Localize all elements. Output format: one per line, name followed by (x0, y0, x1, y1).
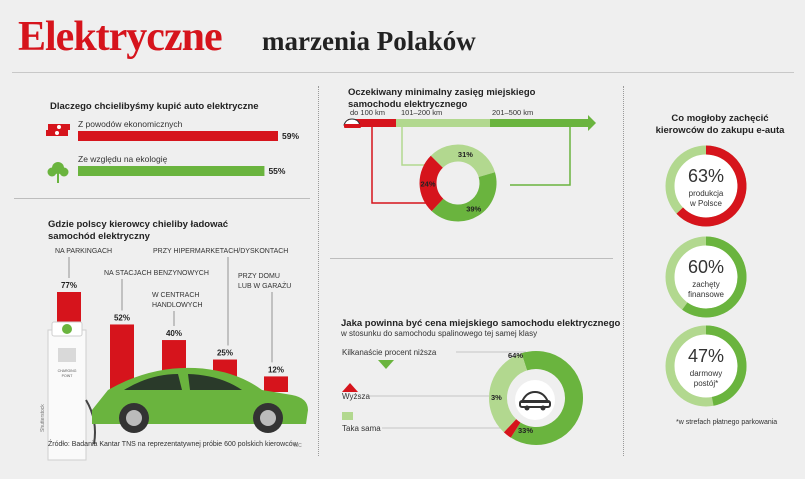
incentive-ring-fill (676, 145, 747, 227)
incentive-label: postój* (694, 379, 718, 388)
incentive-label: finansowe (688, 290, 725, 299)
range-donut-slice (431, 172, 497, 222)
header-divider (12, 72, 794, 73)
price-donut-value: 33% (518, 426, 533, 435)
charging-value: 77% (61, 281, 77, 290)
charging-chart: 77% NA PARKINGACH 52% NA STACJACH BENZYNOWY… (40, 248, 308, 461)
incentive-value: 60% (688, 257, 724, 277)
column-divider-left (318, 86, 319, 456)
range-connector (371, 127, 430, 204)
price-donut-slice (489, 353, 528, 433)
charging-value: 52% (114, 313, 130, 322)
range-donut-slice (430, 144, 495, 178)
station-text-1: CHARGING (58, 369, 77, 373)
charging-label: PRZY HIPERMARKETACH/DYSKONTACH (153, 248, 288, 255)
price-category-label: Taka sama (342, 424, 381, 433)
money-icon (46, 124, 70, 136)
price-donut-value: 3% (491, 393, 502, 402)
price-subheading: w stosunku do samochodu spalinowego tej … (341, 329, 538, 338)
charging-label: LUB W GARAŻU (238, 281, 291, 290)
e-car-icon (515, 380, 555, 420)
page-title: Elektryczne (18, 14, 223, 60)
range-donut-slice (419, 155, 444, 212)
charging-value: 12% (268, 365, 284, 374)
page-subtitle: marzenia Polaków (262, 26, 476, 56)
price-heading: Jaka powinna być cena miejskiego samocho… (341, 318, 621, 329)
car-illustration (92, 367, 308, 433)
range-connector (401, 127, 430, 166)
reason-label: Z powodów ekonomicznych (78, 119, 183, 129)
incentive-ring-fill (682, 236, 747, 318)
reasons-chart: Z powodów ekonomicznych 59% Ze względu na … (46, 119, 299, 183)
charging-label: W CENTRACH (152, 292, 199, 299)
range-donut-value: 31% (458, 150, 473, 159)
range-band (348, 119, 396, 127)
incentive-label: darmowy (690, 369, 722, 378)
charging-label: PRZY DOMU (238, 273, 280, 280)
range-donut-value: 39% (466, 205, 481, 214)
incentive-label: produkcja (689, 189, 724, 198)
incentives-heading-line1: Co mogłoby zachęcić (671, 113, 769, 124)
incentive-label: w Polsce (689, 199, 723, 208)
reasons-heading: Dlaczego chcielibyśmy kupić auto elektry… (50, 101, 259, 112)
charging-label: HANDLOWYCH (152, 302, 203, 309)
incentives-footnote: *w strefach płatnego parkowania (676, 419, 778, 426)
range-arrowhead (588, 115, 596, 131)
price-donut-slice (503, 418, 521, 438)
range-chart: do 100 km 101–200 km 201–500 km 31% 39% 24% (343, 108, 596, 222)
incentive-label: zachęty (692, 280, 720, 289)
left-section-divider (14, 198, 310, 199)
price-chart: Kilkanaście procent niższa Wyższa Taka sam… (342, 348, 583, 445)
range-heading-line2: samochodu elektrycznego (348, 99, 468, 110)
range-band-label: 201–500 km (492, 108, 533, 117)
price-category-label: Wyższa (342, 392, 370, 401)
charging-value: 40% (166, 329, 182, 338)
charging-station-illustration: CHARGING POINT Shutterstock (40, 321, 96, 461)
reason-bar (78, 131, 278, 141)
range-band-label: 101–200 km (401, 108, 442, 117)
incentives-heading-line2: kierowców do zakupu e-auta (655, 125, 785, 136)
middle-section-divider (330, 258, 613, 259)
range-donut-value: 24% (420, 180, 435, 189)
price-donut-value: 64% (508, 351, 523, 360)
incentive-ring-fill (705, 325, 747, 406)
charging-label: NA STACJACH BENZYNOWYCH (104, 270, 209, 277)
plug-icon (62, 324, 72, 334)
author-initials: MC (294, 443, 302, 449)
charging-value: 25% (217, 349, 233, 358)
charging-label: NA PARKINGACH (55, 248, 112, 255)
tree-icon (47, 162, 69, 183)
photo-credit: Shutterstock (40, 404, 46, 432)
price-category-label: Kilkanaście procent niższa (342, 348, 437, 357)
down-triangle-icon (378, 360, 394, 369)
price-donut-slice (510, 351, 583, 445)
source-note: Źródło: Badania Kantar TNS na reprezenta… (48, 441, 298, 448)
station-text-2: POINT (62, 374, 74, 378)
column-divider-right (623, 86, 624, 456)
range-heading-line1: Oczekiwany minimalny zasięg miejskiego (348, 87, 536, 98)
range-band (396, 119, 490, 127)
charging-bar (264, 376, 288, 392)
reason-value: 55% (268, 166, 285, 176)
reason-label: Ze względu na ekologię (78, 154, 168, 164)
range-band (490, 119, 588, 127)
reason-bar (78, 166, 265, 176)
up-triangle-icon (342, 383, 358, 392)
equal-square-icon (342, 412, 353, 420)
incentive-value: 47% (688, 346, 724, 366)
reason-value: 59% (282, 131, 299, 141)
small-car-icon (343, 118, 361, 128)
incentive-value: 63% (688, 166, 724, 186)
charging-heading-line2: samochód elektryczny (48, 231, 150, 242)
range-band-label: do 100 km (350, 108, 385, 117)
range-connector (510, 127, 571, 186)
charging-heading-line1: Gdzie polscy kierowcy chieliby ładować (48, 219, 229, 230)
